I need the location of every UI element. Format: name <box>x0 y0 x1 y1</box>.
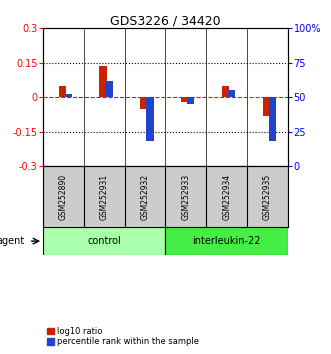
Text: GSM252933: GSM252933 <box>181 173 190 220</box>
Title: GDS3226 / 34420: GDS3226 / 34420 <box>110 14 221 27</box>
Bar <box>166 227 288 255</box>
Text: agent: agent <box>0 236 25 246</box>
Bar <box>269 97 276 141</box>
Bar <box>43 227 166 255</box>
Text: GSM252931: GSM252931 <box>100 174 109 220</box>
Bar <box>181 97 188 102</box>
Text: GSM252934: GSM252934 <box>222 173 231 220</box>
Bar <box>140 97 148 109</box>
Bar <box>222 86 229 97</box>
Bar <box>228 90 235 97</box>
Text: control: control <box>87 236 121 246</box>
Bar <box>59 86 66 97</box>
Bar <box>106 81 113 97</box>
Text: interleukin-22: interleukin-22 <box>193 236 261 246</box>
Bar <box>146 97 154 141</box>
Text: GSM252932: GSM252932 <box>141 174 150 220</box>
Bar <box>187 97 195 104</box>
Bar <box>65 95 72 97</box>
Legend: log10 ratio, percentile rank within the sample: log10 ratio, percentile rank within the … <box>47 327 199 346</box>
Bar <box>99 66 107 97</box>
Bar <box>263 97 270 115</box>
Text: GSM252935: GSM252935 <box>263 173 272 220</box>
Text: GSM252890: GSM252890 <box>59 174 68 220</box>
